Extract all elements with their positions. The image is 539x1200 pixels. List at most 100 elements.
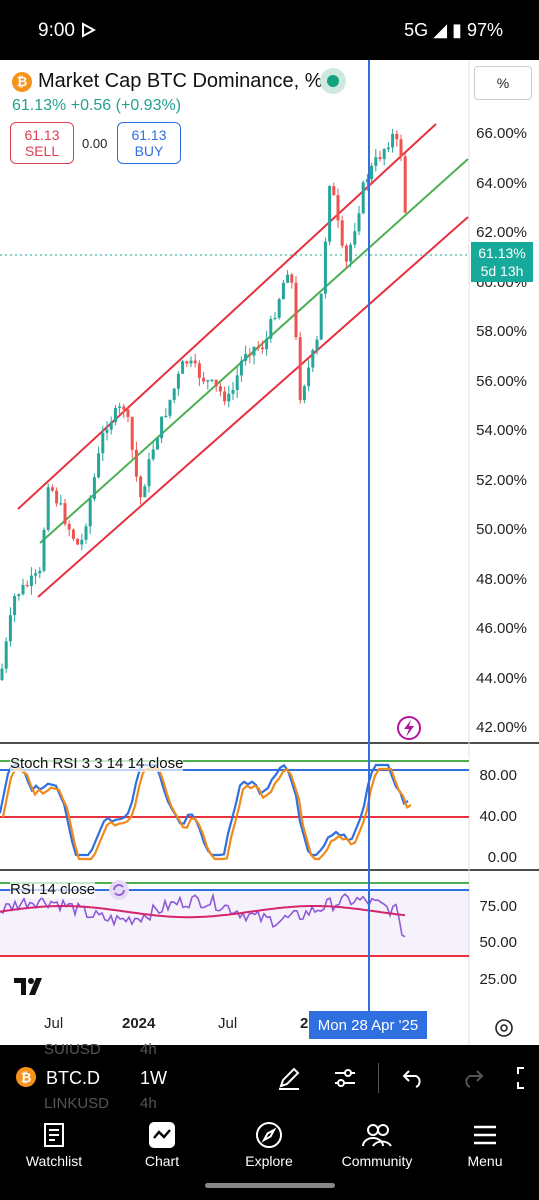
candle-body: [151, 449, 155, 460]
candle-body: [55, 490, 59, 504]
candle-body: [399, 139, 403, 157]
last-price-tag-value: 61.13%: [478, 245, 526, 261]
candle-body: [260, 347, 264, 350]
time-axis-label: 2: [300, 1015, 309, 1032]
candle-body: [92, 477, 96, 499]
redo-icon[interactable]: [460, 1065, 486, 1091]
candle-body: [71, 529, 75, 539]
candle-body: [344, 245, 348, 262]
candle-body: [13, 596, 17, 616]
scale-mode-button[interactable]: %: [474, 66, 532, 100]
rsi-axis-label: 25.00: [479, 971, 517, 988]
nav-menu[interactable]: Menu: [435, 1117, 535, 1169]
candle-body: [231, 389, 235, 394]
candle-body: [76, 538, 80, 545]
status-right: 5G ◢ ▮ 97%: [404, 20, 503, 41]
stoch-rsi-title[interactable]: Stoch RSI 3 3 14 14 close: [10, 755, 184, 772]
price-axis-label: 64.00%: [476, 175, 527, 192]
candle-body: [265, 338, 269, 350]
candle-body: [357, 213, 361, 232]
candle-body: [227, 393, 231, 402]
candle-body: [202, 377, 206, 382]
candle-body: [38, 570, 42, 574]
candle-body: [101, 432, 105, 454]
nav-label: Explore: [245, 1153, 293, 1169]
candle-body: [277, 299, 281, 318]
flash-icon[interactable]: [397, 716, 421, 740]
fullscreen-icon[interactable]: [514, 1065, 538, 1091]
price-axis-label: 50.00%: [476, 521, 527, 538]
sell-button[interactable]: 61.13 SELL: [10, 122, 74, 164]
candle-body: [105, 429, 109, 433]
sync-icon[interactable]: [108, 879, 130, 901]
status-time: 9:00: [38, 20, 75, 41]
chart-title-row: ₿ Market Cap BTC Dominance, %: [12, 70, 323, 93]
candle-body: [340, 220, 344, 246]
chart-settings-icon[interactable]: [495, 1019, 513, 1037]
candle-body: [210, 379, 214, 381]
network-label: 5G: [404, 20, 429, 40]
candle-body: [395, 133, 399, 140]
price-axis-label: 62.00%: [476, 224, 527, 241]
nav-community[interactable]: Community: [327, 1117, 427, 1169]
nav-watchlist[interactable]: Watchlist: [4, 1117, 104, 1169]
ghost-symbol: SUIUSD: [44, 1041, 101, 1058]
change-abs: +0.56: [70, 97, 112, 114]
candle-body: [63, 503, 67, 525]
candle-body: [88, 498, 92, 527]
chart-title[interactable]: Market Cap BTC Dominance, %: [38, 70, 323, 92]
candle-body: [84, 526, 88, 540]
symbol-button[interactable]: BTC.D: [46, 1068, 100, 1088]
price-axis-label: 56.00%: [476, 373, 527, 390]
candle-body: [109, 422, 113, 430]
candle-body: [155, 438, 159, 450]
candle-body: [4, 641, 8, 669]
buy-button[interactable]: 61.13 BUY: [117, 122, 181, 164]
toolbar-btc-icon[interactable]: ₿: [16, 1067, 36, 1087]
candle-body: [214, 379, 218, 387]
price-axis-label: 42.00%: [476, 719, 527, 736]
candle-body: [34, 573, 38, 576]
channel-upper-line: [17, 123, 437, 510]
nav-explore[interactable]: Explore: [219, 1117, 319, 1169]
candle-body: [218, 386, 222, 392]
candle-body: [67, 524, 71, 530]
gesture-home-bar[interactable]: [205, 1183, 335, 1188]
candle-body: [160, 416, 164, 439]
chart-area[interactable]: ₿ Market Cap BTC Dominance, % % 61.13% +…: [0, 60, 539, 1045]
candle-body: [113, 407, 117, 423]
candle-body: [374, 157, 378, 166]
candle-body: [281, 282, 285, 300]
price-axis-label: 66.00%: [476, 125, 527, 142]
candle-body: [97, 453, 101, 478]
buy-price: 61.13: [131, 127, 167, 143]
interval-button[interactable]: 1W: [140, 1068, 167, 1088]
candle-body: [42, 529, 46, 571]
hamburger-icon: [474, 1125, 496, 1145]
signal-icon: ◢: [433, 20, 448, 40]
bar-countdown: 5d 13h: [480, 263, 524, 279]
candle-body: [235, 375, 239, 390]
candle-body: [294, 282, 298, 338]
candle-body: [332, 186, 336, 196]
candle-body: [223, 391, 227, 402]
candle-body: [197, 363, 201, 378]
undo-icon[interactable]: [400, 1065, 426, 1091]
btc-logo-icon: ₿: [12, 71, 32, 92]
price-axis-label: 52.00%: [476, 472, 527, 489]
candle-body: [248, 353, 252, 356]
battery-level: 97%: [466, 20, 503, 40]
market-status-icon[interactable]: [320, 68, 346, 94]
nav-label: Watchlist: [25, 1153, 83, 1169]
candle-body: [21, 584, 25, 595]
candle-body: [143, 486, 147, 498]
price-axis-label: 44.00%: [476, 670, 527, 687]
time-axis-label: Jul: [44, 1015, 64, 1032]
indicators-icon[interactable]: [332, 1065, 358, 1091]
drawing-pencil-icon[interactable]: [276, 1065, 302, 1091]
play-icon: [82, 22, 96, 38]
candle-body: [386, 147, 390, 150]
rsi-title[interactable]: RSI 14 close: [10, 881, 96, 898]
nav-chart[interactable]: Chart: [112, 1117, 212, 1169]
last-price-tag: 61.13% 5d 13h: [471, 242, 533, 282]
